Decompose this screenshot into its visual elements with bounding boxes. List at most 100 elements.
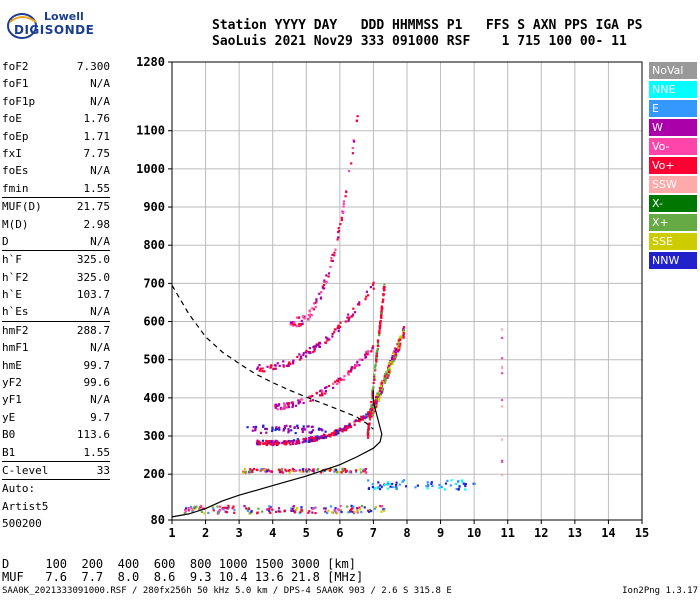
echo-point: [324, 391, 327, 394]
echo-point: [461, 481, 464, 484]
legend-item: Vo+: [649, 157, 697, 174]
echo-point: [377, 399, 380, 402]
echo-point: [380, 382, 384, 385]
echo-point: [375, 358, 378, 362]
echo-point: [319, 296, 323, 299]
echo-point: [331, 332, 334, 335]
echo-point: [286, 406, 289, 409]
echo-point: [367, 414, 370, 417]
echo-point: [395, 484, 398, 487]
echo-point: [402, 332, 405, 335]
echo-point: [334, 430, 337, 433]
echo-point: [338, 509, 341, 512]
echo-point: [324, 392, 327, 395]
echo-point: [391, 355, 394, 358]
echo-point: [295, 508, 298, 511]
echo-point: [287, 428, 290, 431]
param-value: 103.7: [76, 288, 110, 302]
echo-point: [265, 439, 268, 442]
echo-point: [425, 485, 428, 488]
echo-point: [366, 432, 369, 435]
echo-point: [290, 507, 293, 510]
echo-point: [393, 359, 396, 362]
echo-point: [356, 115, 359, 118]
echo-point: [233, 511, 236, 514]
param-name: MUF(D): [2, 200, 42, 214]
echo-point: [388, 366, 391, 369]
echo-point: [222, 508, 225, 511]
echo-point: [289, 321, 292, 324]
param-name: 500200: [2, 517, 42, 531]
echo-point: [259, 367, 262, 370]
echo-point: [380, 316, 383, 320]
x-axis-ticks: 1 2 3 4 5 6 7 8 9 10 11 12 13 14 15: [168, 520, 649, 540]
echo-point: [277, 510, 280, 513]
echo-point: [380, 312, 383, 315]
echo-point: [353, 366, 356, 370]
echo-point: [314, 345, 317, 348]
echo-point: [394, 351, 397, 354]
param-value: 1.76: [83, 112, 111, 126]
echo-point: [270, 443, 273, 446]
echo-point: [380, 310, 383, 313]
echo-point: [367, 479, 370, 482]
param-value: 9.7: [90, 410, 110, 424]
echo-point: [314, 512, 317, 515]
echo-point: [355, 469, 358, 472]
echo-point: [199, 506, 202, 509]
echo-point: [232, 505, 235, 508]
echo-point: [375, 354, 378, 357]
legend-item: X-: [649, 195, 697, 212]
echo-point: [275, 510, 278, 513]
echo-point: [311, 307, 314, 310]
echo-point: [303, 317, 306, 320]
echo-point: [367, 427, 370, 430]
echo-point: [344, 425, 347, 428]
echo-point: [302, 470, 305, 473]
echo-point: [260, 468, 263, 471]
echo-point: [198, 507, 201, 510]
echo-point: [361, 416, 364, 419]
legend-item: Vo-: [649, 138, 697, 155]
echo-point: [359, 471, 363, 474]
legend-item: W: [649, 119, 697, 136]
echo-point: [380, 305, 383, 308]
echo-point: [377, 345, 380, 348]
y-axis-ticks: 80 200 300 400 500 600 700 800 900 1000 1100 1280: [136, 55, 172, 527]
echo-point: [382, 293, 385, 296]
echo-point: [287, 431, 290, 434]
echo-point: [358, 358, 361, 361]
echo-point: [364, 298, 367, 301]
echo-point: [339, 321, 342, 324]
param-value: 113.6: [76, 428, 110, 442]
x-tick-label: 9: [437, 526, 444, 540]
echo-point: [302, 425, 305, 428]
echo-point: [370, 415, 373, 418]
echo-point: [318, 345, 321, 348]
echo-point: [358, 418, 361, 421]
echo-point: [294, 432, 297, 435]
echo-point: [372, 283, 375, 286]
echo-point: [292, 505, 295, 508]
echo-point: [311, 439, 314, 442]
echo-point: [246, 426, 249, 429]
echo-point: [274, 364, 277, 367]
echo-point: [339, 223, 342, 226]
echo-point: [389, 485, 392, 488]
profile-lines: [171, 284, 383, 518]
echo-point: [189, 505, 192, 509]
param-value: N/A: [90, 164, 110, 178]
echo-point: [313, 347, 316, 351]
echo-point: [387, 374, 390, 377]
echo-point: [383, 283, 386, 286]
echo-point: [355, 119, 358, 123]
globe-icon: [7, 13, 37, 39]
echo-point: [351, 315, 354, 318]
echo-point: [184, 509, 187, 512]
echo-point: [274, 367, 277, 370]
echo-point: [367, 487, 371, 490]
echo-point: [294, 404, 298, 407]
echo-point: [353, 311, 357, 314]
echo-point: [347, 170, 351, 173]
echo-point: [350, 366, 354, 369]
